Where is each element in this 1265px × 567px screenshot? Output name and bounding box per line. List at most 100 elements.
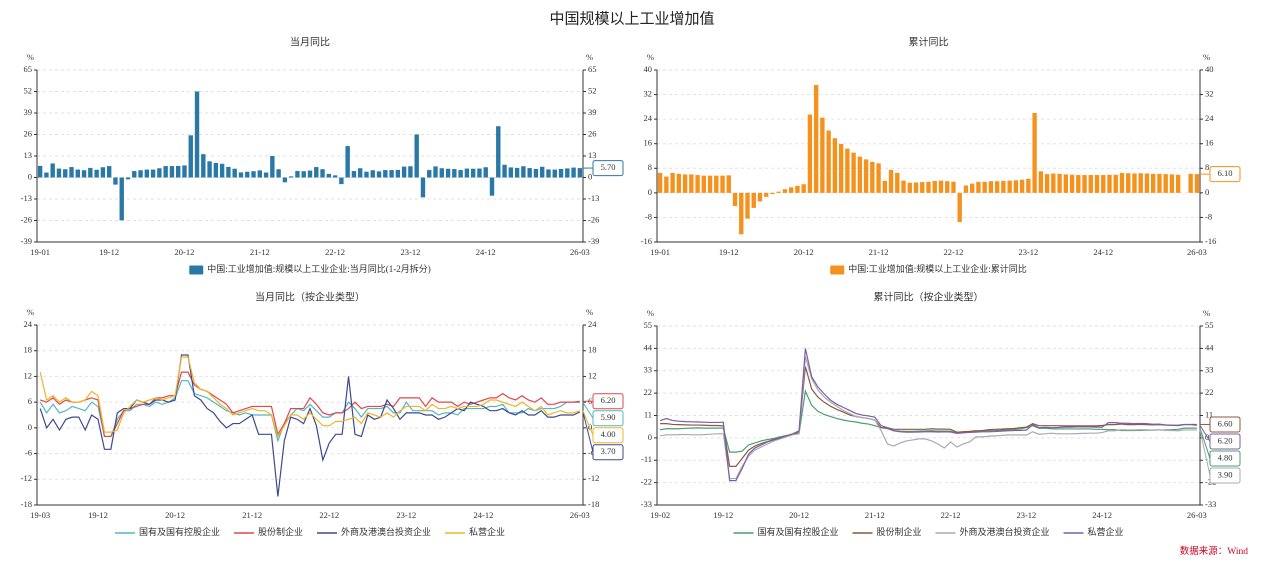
bar <box>1069 174 1075 193</box>
bar <box>789 187 794 193</box>
y-tick-label: 24 <box>1205 113 1214 123</box>
y-unit: % <box>647 52 654 62</box>
bar <box>1151 173 1156 193</box>
bar <box>1113 174 1118 193</box>
bar <box>150 169 156 178</box>
bar <box>182 165 187 178</box>
series-line <box>659 348 1197 482</box>
y-unit: % <box>586 307 593 317</box>
y-tick-label: -39 <box>21 236 32 246</box>
bar <box>707 175 713 193</box>
y-tick-label: -13 <box>21 193 32 203</box>
y-tick-label: -16 <box>641 236 652 246</box>
bar <box>63 169 68 178</box>
x-tick-label: 26-03 <box>1187 247 1207 257</box>
y-tick-label: 40 <box>1205 64 1214 74</box>
bar <box>988 181 994 193</box>
bar <box>957 192 962 223</box>
end-label-connector <box>582 410 594 436</box>
bar <box>1013 180 1019 193</box>
bar <box>401 166 407 178</box>
bar <box>213 162 219 178</box>
bar <box>994 181 1000 193</box>
legend-label: 外商及港澳台投资企业 <box>960 526 1050 537</box>
legend-swatch <box>830 265 845 275</box>
y-unit: % <box>647 308 654 318</box>
end-label-connector <box>1199 429 1211 476</box>
bar <box>188 135 193 178</box>
bar <box>75 169 80 178</box>
bar <box>938 180 944 193</box>
bar <box>701 175 706 193</box>
end-label: 6.20 <box>601 395 616 405</box>
y-tick-label: 39 <box>24 107 33 117</box>
x-tick-label: 19-03 <box>30 510 50 520</box>
x-tick-label: 24-12 <box>474 510 494 520</box>
bar <box>207 161 212 178</box>
bar <box>664 176 669 193</box>
x-tick-label: 23-12 <box>400 247 420 257</box>
x-tick-label: 24-12 <box>1093 247 1113 257</box>
source-note: 数据来源：Wind <box>1180 545 1248 557</box>
x-tick-label: 20-12 <box>794 247 814 257</box>
bar <box>445 168 451 178</box>
bar <box>945 181 950 193</box>
bar <box>452 169 457 178</box>
bar <box>857 156 863 193</box>
bar <box>414 134 419 178</box>
bar <box>370 170 375 178</box>
bar <box>50 163 55 178</box>
bar <box>270 156 275 178</box>
y-tick-label: -6 <box>25 448 32 458</box>
end-label-connector <box>1199 425 1211 442</box>
bar <box>464 168 470 178</box>
bar <box>232 168 237 178</box>
y-tick-label: -18 <box>21 499 32 509</box>
bar <box>69 167 74 178</box>
bar <box>888 169 894 193</box>
y-tick-label: 33 <box>644 365 653 375</box>
bar <box>163 166 168 178</box>
y-tick-label: 24 <box>588 319 597 329</box>
series-line <box>660 366 1197 467</box>
bar <box>1026 178 1031 193</box>
bar <box>88 167 93 178</box>
bar <box>901 180 906 193</box>
bar <box>982 181 987 193</box>
bar <box>508 167 514 178</box>
bar <box>527 168 532 178</box>
y-tick-label: -13 <box>588 193 599 203</box>
y-tick-label: 0 <box>588 171 592 181</box>
y-tick-label: -26 <box>588 214 599 224</box>
bar <box>1144 173 1150 193</box>
bar <box>951 181 956 193</box>
x-tick-label: 19-01 <box>30 247 50 257</box>
bar <box>1194 174 1200 193</box>
bar <box>863 159 869 193</box>
y-tick-label: 12 <box>24 370 33 380</box>
bar <box>119 177 124 221</box>
bar <box>395 169 401 178</box>
x-tick-label: 26-03 <box>1187 510 1207 520</box>
y-tick-label: 44 <box>644 342 653 352</box>
y-unit: % <box>586 52 593 62</box>
chart-subtitle: 当月同比 <box>290 35 330 48</box>
y-tick-label: -6 <box>588 448 595 458</box>
bar <box>838 144 844 193</box>
bar <box>502 164 507 178</box>
end-label-box <box>1209 166 1241 183</box>
bar <box>169 166 175 178</box>
y-tick-label: 0 <box>28 171 32 181</box>
legend-label: 国有及国有控股企业 <box>139 526 220 537</box>
y-unit: % <box>1203 52 1210 62</box>
bar <box>56 168 62 178</box>
y-tick-label: 44 <box>1205 342 1214 352</box>
bar <box>383 170 388 178</box>
bar <box>882 180 887 193</box>
bar <box>913 182 919 193</box>
end-label-box <box>592 427 624 444</box>
bar <box>514 167 520 178</box>
x-tick-label: 21-12 <box>250 247 270 257</box>
bar <box>288 176 294 178</box>
